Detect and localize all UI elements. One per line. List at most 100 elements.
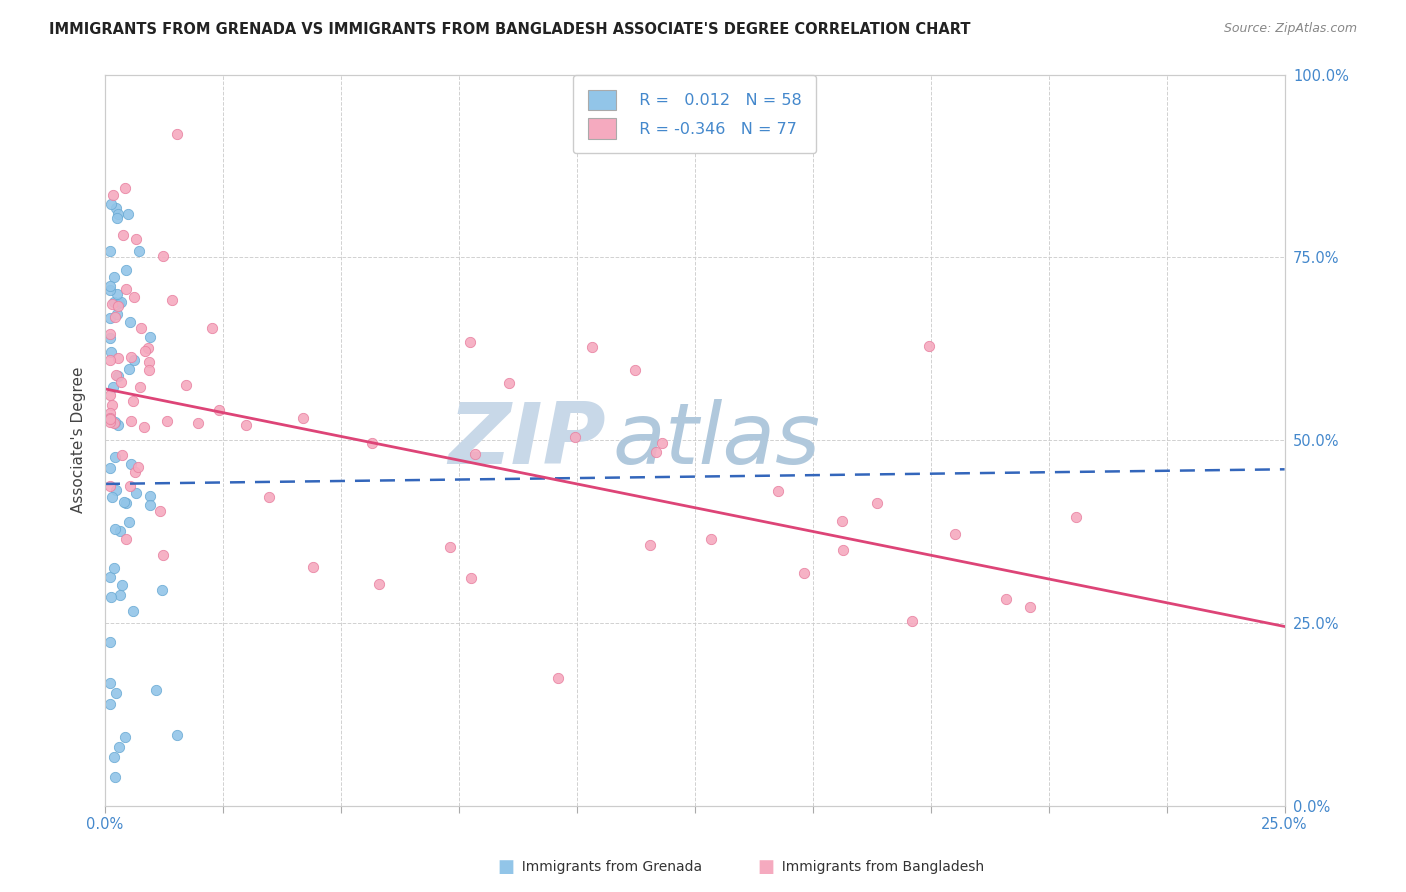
Point xyxy=(111,578,134,592)
Point xyxy=(98,406,121,420)
Point xyxy=(139,489,162,503)
Point xyxy=(117,207,139,221)
Point xyxy=(138,363,160,377)
Point xyxy=(150,583,173,598)
Point xyxy=(464,447,486,461)
Text: Source: ZipAtlas.com: Source: ZipAtlas.com xyxy=(1223,22,1357,36)
Point xyxy=(114,282,136,296)
Point xyxy=(700,532,723,546)
Point xyxy=(105,368,128,383)
Point xyxy=(108,588,131,602)
Point xyxy=(98,411,121,425)
Point xyxy=(129,380,152,394)
Point xyxy=(120,315,142,329)
Point xyxy=(122,394,145,409)
Point xyxy=(498,376,520,390)
Point xyxy=(98,388,121,402)
Point xyxy=(122,352,145,367)
Point xyxy=(128,244,150,258)
Point xyxy=(361,435,384,450)
Point xyxy=(100,196,122,211)
Point xyxy=(302,560,325,574)
Point xyxy=(152,249,174,263)
Point xyxy=(103,416,125,430)
Point xyxy=(101,188,124,202)
Point xyxy=(98,569,121,583)
Point xyxy=(120,458,142,472)
Point xyxy=(166,728,188,742)
Point xyxy=(138,330,160,344)
Point xyxy=(114,181,136,195)
Point xyxy=(174,378,197,392)
Point xyxy=(105,686,128,700)
Point xyxy=(439,540,461,554)
Point xyxy=(104,450,127,464)
Text: Immigrants from Bangladesh: Immigrants from Bangladesh xyxy=(773,860,984,874)
Point xyxy=(98,326,121,341)
Point xyxy=(98,634,121,648)
Point xyxy=(114,532,136,546)
Point xyxy=(1064,509,1087,524)
Point xyxy=(104,310,127,324)
Point xyxy=(105,483,128,497)
Point xyxy=(118,515,141,529)
Point xyxy=(259,490,281,504)
Point xyxy=(100,297,122,311)
Point xyxy=(138,355,160,369)
Point xyxy=(152,548,174,562)
Point xyxy=(108,296,131,310)
Point xyxy=(98,676,121,690)
Point xyxy=(101,490,124,504)
Point xyxy=(98,479,121,493)
Point xyxy=(105,307,128,321)
Point xyxy=(145,682,167,697)
Point xyxy=(112,227,135,242)
Point xyxy=(104,415,127,429)
Point xyxy=(107,207,129,221)
Text: Immigrants from Grenada: Immigrants from Grenada xyxy=(513,860,703,874)
Point xyxy=(110,375,132,389)
Point xyxy=(831,514,853,528)
Point xyxy=(458,335,481,350)
Point xyxy=(460,570,482,584)
Point xyxy=(111,448,134,462)
Point xyxy=(103,380,125,394)
Point xyxy=(131,320,153,334)
Point xyxy=(121,604,143,618)
Point xyxy=(104,770,127,784)
Point xyxy=(187,416,209,430)
Point xyxy=(103,560,125,574)
Point xyxy=(107,351,129,365)
Point xyxy=(994,591,1017,606)
Point xyxy=(103,750,125,764)
Point xyxy=(98,244,121,258)
Point xyxy=(581,340,603,354)
Point xyxy=(104,522,127,536)
Point xyxy=(105,286,128,301)
Point xyxy=(638,538,661,552)
Point xyxy=(127,459,149,474)
Point xyxy=(114,731,136,745)
Point xyxy=(368,577,391,591)
Text: ■: ■ xyxy=(498,858,515,876)
Point xyxy=(901,614,924,628)
Point xyxy=(98,331,121,345)
Point xyxy=(156,414,179,428)
Point xyxy=(918,339,941,353)
Point xyxy=(149,504,172,518)
Point xyxy=(98,411,121,425)
Point xyxy=(124,465,146,479)
Point xyxy=(98,697,121,711)
Point xyxy=(139,498,162,512)
Point xyxy=(125,486,148,500)
Point xyxy=(108,740,131,755)
Point xyxy=(105,211,128,225)
Point xyxy=(98,461,121,475)
Point xyxy=(120,350,142,364)
Text: IMMIGRANTS FROM GRENADA VS IMMIGRANTS FROM BANGLADESH ASSOCIATE'S DEGREE CORRELA: IMMIGRANTS FROM GRENADA VS IMMIGRANTS FR… xyxy=(49,22,970,37)
Point xyxy=(866,496,889,510)
Point xyxy=(98,279,121,293)
Point xyxy=(564,430,586,444)
Point xyxy=(201,320,224,334)
Point xyxy=(98,311,121,326)
